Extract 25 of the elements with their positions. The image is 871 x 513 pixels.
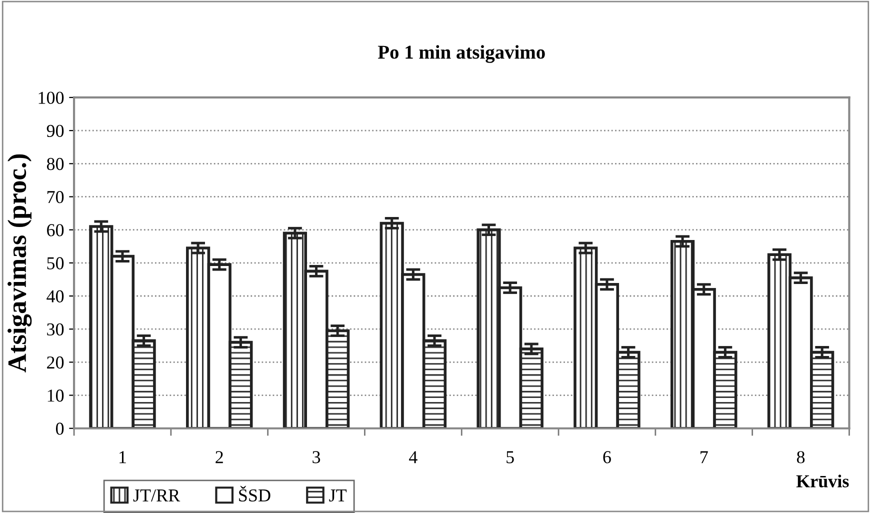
y-tick-label: 0	[56, 422, 64, 435]
y-tick-label: 40	[46, 290, 64, 302]
y-tick-label: 90	[46, 124, 64, 137]
y-tick-label: 100	[38, 92, 64, 104]
y-axis-title: Atsigavimas (proc.)	[8, 154, 32, 372]
legend-label: ŠSD	[239, 486, 270, 502]
x-tick-label: 8	[796, 451, 805, 464]
y-tick-label: 70	[47, 190, 64, 204]
y-tick-label: 20	[47, 356, 64, 369]
x-tick-label: 1	[120, 451, 126, 464]
legend-label: JT	[329, 490, 347, 502]
y-tick-label: 60	[47, 224, 64, 236]
y-tick-label: 10	[48, 390, 64, 402]
x-tick-label: 3	[312, 451, 320, 464]
x-tick-label: 5	[506, 451, 514, 464]
y-tick-label: 50	[47, 257, 64, 270]
x-tick-label: 7	[700, 451, 708, 464]
x-tick-label: 2	[216, 451, 223, 464]
x-axis-title: Krūvis	[796, 474, 849, 488]
x-tick-label: 4	[409, 451, 418, 464]
legend-label: JT/RR	[133, 489, 180, 502]
y-tick-label: 30	[47, 323, 64, 336]
x-tick-label: 6	[603, 451, 611, 464]
chart-title: Po 1 min atsigavimo	[378, 45, 545, 63]
y-tick-label: 80	[46, 158, 64, 170]
